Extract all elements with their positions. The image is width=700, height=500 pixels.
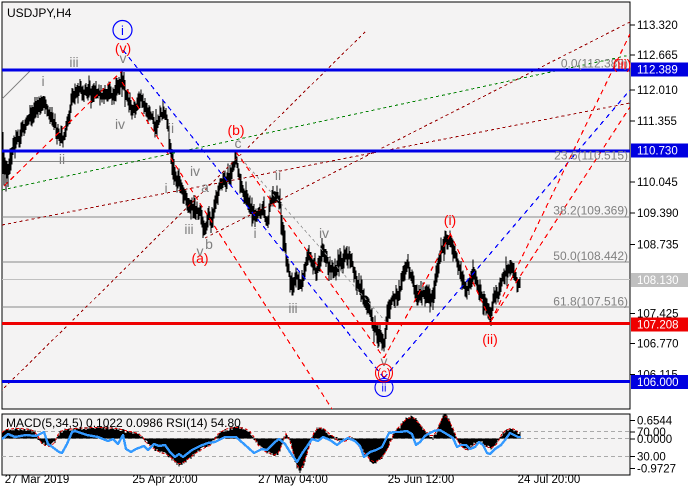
svg-text:c: c <box>235 135 242 151</box>
svg-text:ii: ii <box>275 167 281 183</box>
svg-text:106.000: 106.000 <box>637 377 679 389</box>
svg-text:106.770: 106.770 <box>637 339 679 351</box>
svg-text:iv: iv <box>190 163 200 179</box>
svg-text:(a): (a) <box>191 250 208 266</box>
svg-text:a: a <box>201 179 209 195</box>
svg-text:i: i <box>253 225 256 241</box>
svg-text:iii: iii <box>184 221 193 237</box>
svg-text:70.00: 70.00 <box>637 427 666 439</box>
svg-text:110.045: 110.045 <box>637 177 678 189</box>
svg-text:107.208: 107.208 <box>637 320 679 332</box>
svg-text:30.00: 30.00 <box>637 452 666 464</box>
svg-text:61.8(107.516): 61.8(107.516) <box>553 295 628 309</box>
svg-text:25 Apr 20:00: 25 Apr 20:00 <box>132 474 197 486</box>
svg-text:(ii): (ii) <box>482 331 498 347</box>
svg-text:109.390: 109.390 <box>637 208 679 220</box>
svg-text:0.0(112.389): 0.0(112.389) <box>561 57 628 71</box>
svg-text:108.735: 108.735 <box>637 240 679 252</box>
svg-text:112.389: 112.389 <box>637 64 678 76</box>
svg-text:25 Jun 12:00: 25 Jun 12:00 <box>388 474 455 486</box>
svg-text:ii: ii <box>59 151 65 167</box>
svg-text:(c): (c) <box>377 368 391 380</box>
svg-text:ii: ii <box>168 120 174 136</box>
svg-text:(b): (b) <box>227 122 244 138</box>
svg-text:i: i <box>121 23 124 38</box>
svg-text:113.320: 113.320 <box>637 20 678 32</box>
svg-text:24 Jul 20:00: 24 Jul 20:00 <box>518 474 581 486</box>
svg-text:iii: iii <box>69 54 78 70</box>
svg-text:112.010: 112.010 <box>637 85 678 97</box>
svg-text:107.425: 107.425 <box>637 309 679 321</box>
svg-text:111.355: 111.355 <box>637 116 677 128</box>
svg-text:(i): (i) <box>444 212 456 228</box>
svg-text:-0.9727: -0.9727 <box>637 464 676 476</box>
svg-text:iv: iv <box>115 116 125 132</box>
svg-text:MACD(5,34,5) 0.1022 0.0986 RSI: MACD(5,34,5) 0.1022 0.0986 RSI(14) 54.80 <box>6 416 241 430</box>
svg-text:27 May 04:00: 27 May 04:00 <box>258 474 328 486</box>
svg-text:ii: ii <box>382 383 387 395</box>
svg-text:(v): (v) <box>115 40 131 56</box>
svg-text:112.665: 112.665 <box>637 50 678 62</box>
svg-text:0.6544: 0.6544 <box>637 416 673 428</box>
svg-text:USDJPY,H4: USDJPY,H4 <box>7 6 72 20</box>
svg-text:v: v <box>120 50 127 66</box>
svg-text:b: b <box>205 236 213 252</box>
svg-text:108.130: 108.130 <box>637 275 679 287</box>
svg-text:(iii): (iii) <box>613 56 632 72</box>
svg-text:50.0(108.442): 50.0(108.442) <box>553 249 628 263</box>
svg-text:23.6(110.515): 23.6(110.515) <box>554 149 628 163</box>
svg-text:iii: iii <box>288 300 297 316</box>
svg-text:iv: iv <box>319 225 329 241</box>
svg-text:27 Mar 2019: 27 Mar 2019 <box>5 474 70 486</box>
svg-text:i: i <box>41 73 44 89</box>
svg-text:0.0000: 0.0000 <box>637 434 672 446</box>
svg-text:110.730: 110.730 <box>637 146 678 158</box>
svg-text:v: v <box>197 243 204 259</box>
svg-text:v: v <box>381 353 388 369</box>
svg-text:38.2(109.369): 38.2(109.369) <box>553 204 628 218</box>
svg-text:i: i <box>164 180 167 196</box>
